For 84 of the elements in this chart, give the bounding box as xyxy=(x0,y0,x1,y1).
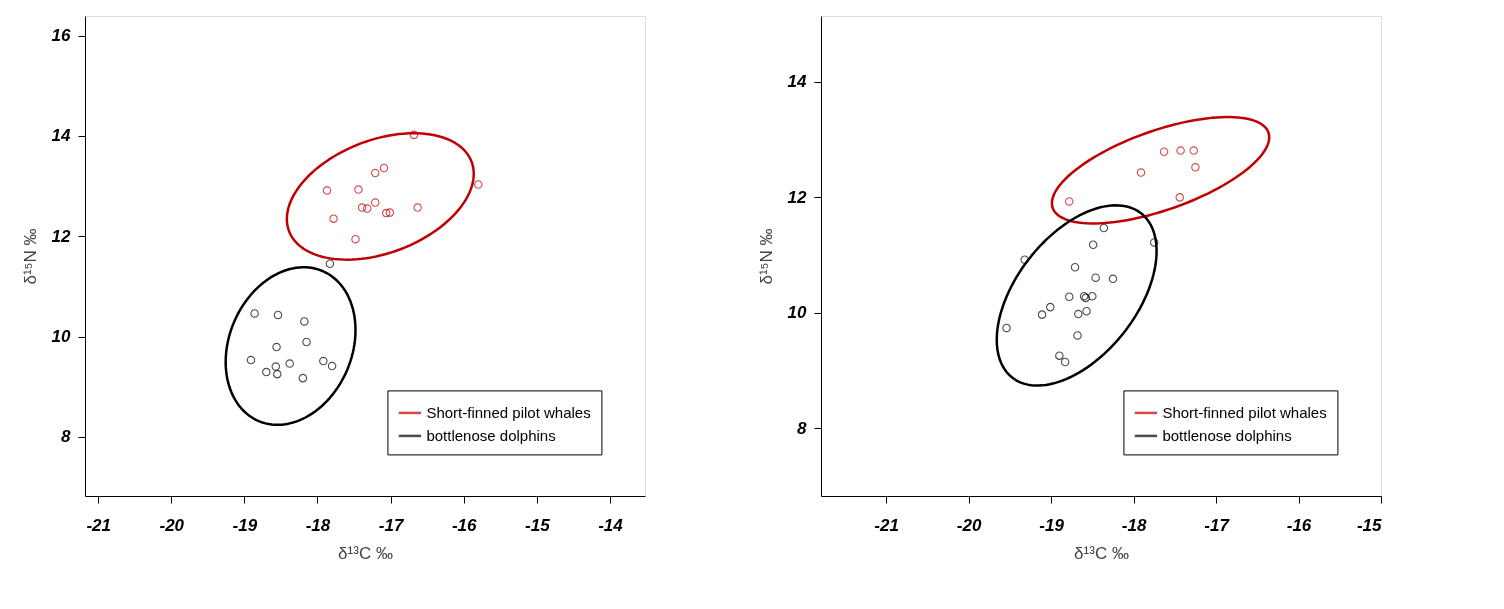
point xyxy=(351,234,360,244)
x-tick-label: -21 xyxy=(874,515,899,535)
point xyxy=(250,309,259,318)
y-tick-label: 12 xyxy=(787,187,808,207)
point xyxy=(1074,309,1083,319)
point xyxy=(1189,146,1199,155)
y-axis-title: δ¹⁵N ‰ xyxy=(756,228,776,285)
legend-label: Short-finned pilot whales xyxy=(426,403,591,421)
point xyxy=(329,214,338,223)
x-tick-label: -20 xyxy=(956,515,982,535)
x-tick-label: -14 xyxy=(598,515,624,535)
point xyxy=(354,185,363,194)
y-tick-label: 10 xyxy=(51,327,72,346)
x-tick-label: -16 xyxy=(451,515,478,535)
point xyxy=(379,163,389,173)
point xyxy=(298,373,308,383)
y-tick-label: 14 xyxy=(51,126,72,146)
point xyxy=(1055,351,1064,360)
x-tick-label: -15 xyxy=(525,515,551,535)
x-tick-label: -18 xyxy=(305,515,331,535)
x-tick-label: -17 xyxy=(378,515,405,535)
point xyxy=(1082,306,1091,316)
point xyxy=(1002,323,1011,333)
y-tick-label: 12 xyxy=(51,226,72,246)
y-tick-label: 10 xyxy=(787,303,808,323)
point xyxy=(262,367,271,377)
point xyxy=(300,317,309,326)
legend-label: Short-finned pilot whales xyxy=(1162,403,1327,421)
point xyxy=(1064,292,1074,301)
x-axis-title: δ¹³C ‰ xyxy=(1074,543,1129,563)
point xyxy=(370,198,380,207)
point xyxy=(1176,146,1185,155)
point xyxy=(272,342,281,352)
point xyxy=(1064,197,1074,206)
point xyxy=(1073,331,1082,340)
point xyxy=(413,203,422,212)
point xyxy=(1091,273,1100,282)
x-tick-label: -19 xyxy=(1039,515,1065,535)
point xyxy=(362,204,372,213)
x-axis-title: δ¹³C ‰ xyxy=(338,543,393,563)
point xyxy=(1060,357,1070,367)
x-tick-label: -17 xyxy=(1204,515,1231,535)
point xyxy=(1099,223,1109,233)
point xyxy=(409,130,419,140)
point xyxy=(302,337,311,347)
point xyxy=(322,186,332,195)
point xyxy=(1037,310,1047,319)
point xyxy=(1088,291,1097,301)
point xyxy=(1175,193,1185,202)
point xyxy=(327,361,337,371)
point xyxy=(474,180,483,189)
y-tick-label: 8 xyxy=(61,427,72,447)
point xyxy=(1088,240,1098,249)
y-tick-label: 16 xyxy=(51,26,72,46)
y-tick-label: 8 xyxy=(797,418,808,438)
x-tick-label: -20 xyxy=(159,515,185,535)
y-axis-title: δ¹⁵N ‰ xyxy=(20,228,40,285)
point xyxy=(325,259,335,269)
point xyxy=(1136,168,1146,177)
point xyxy=(1046,302,1055,312)
point xyxy=(1070,263,1080,272)
point xyxy=(357,203,367,212)
point xyxy=(385,208,395,217)
x-tick-label: -18 xyxy=(1121,515,1147,535)
point xyxy=(1191,163,1200,172)
point xyxy=(381,208,391,218)
legend-label: bottlenose dolphins xyxy=(426,426,556,444)
point xyxy=(319,356,328,366)
point xyxy=(246,355,256,365)
point xyxy=(1020,255,1029,265)
x-tick-label: -16 xyxy=(1286,515,1312,535)
point xyxy=(271,362,281,371)
point xyxy=(370,168,380,178)
x-tick-label: -21 xyxy=(86,515,111,535)
x-tick-label: -19 xyxy=(232,515,258,535)
point xyxy=(1159,147,1169,156)
point xyxy=(1108,274,1118,284)
y-tick-label: 14 xyxy=(787,72,808,92)
point xyxy=(273,369,282,379)
x-tick-label: -15 xyxy=(1356,515,1383,535)
point xyxy=(285,359,294,368)
legend-label: bottlenose dolphins xyxy=(1162,426,1292,444)
point xyxy=(273,310,283,320)
point xyxy=(1149,238,1159,247)
